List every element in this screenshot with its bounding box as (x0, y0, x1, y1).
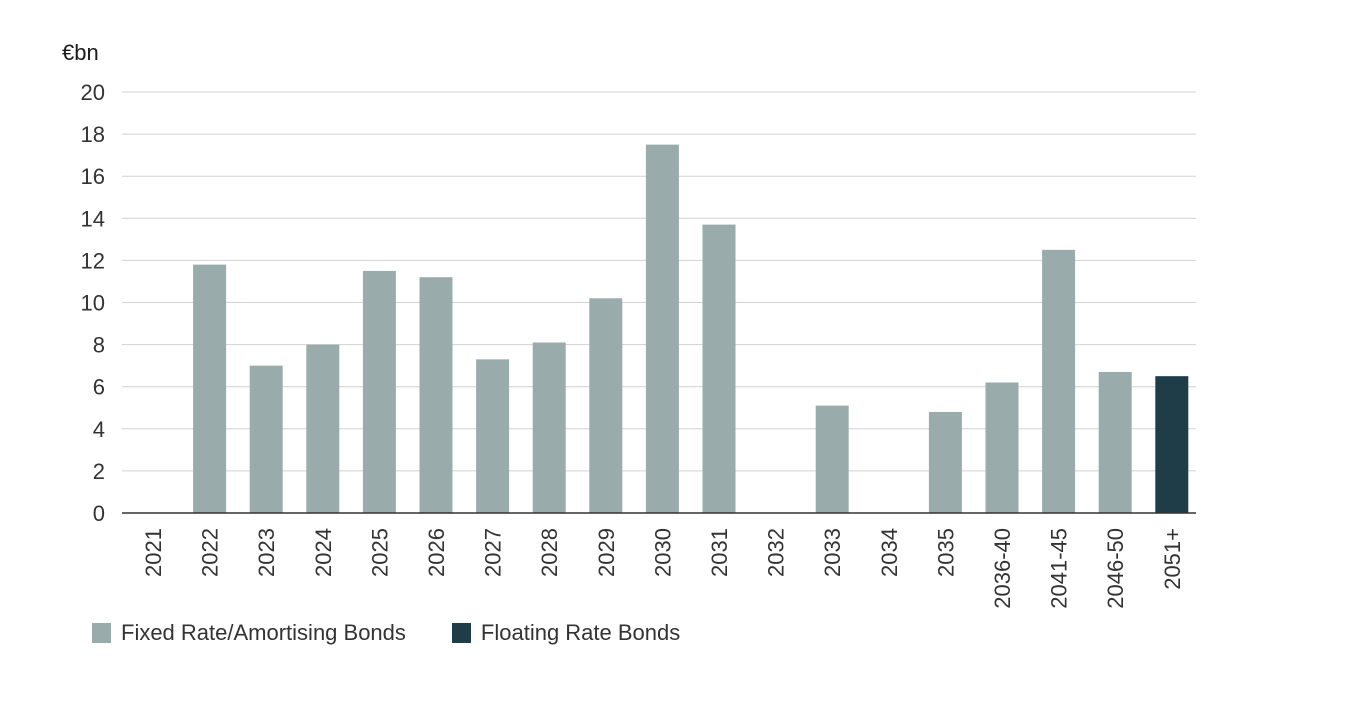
y-tick-label: 20 (81, 80, 105, 105)
legend-label-floating: Floating Rate Bonds (480, 620, 681, 645)
bar-fixed-rate (1098, 371, 1132, 513)
bar-fixed-rate (362, 270, 396, 513)
y-tick-label: 10 (81, 291, 105, 316)
bar-fixed-rate (193, 264, 227, 513)
y-tick-label: 0 (93, 501, 105, 526)
x-tick-label: 2034 (877, 528, 902, 577)
y-tick-label: 14 (81, 206, 105, 231)
bar-fixed-rate (985, 382, 1019, 513)
bar-fixed-rate (476, 359, 510, 513)
bar-fixed-rate (532, 342, 566, 513)
x-axis-ticks: 2021 2022 2023 2024 2025 2026 2027 2028 2029 2030… (141, 528, 1185, 609)
x-tick-label: 2030 (650, 528, 675, 577)
bar-fixed-rate (702, 224, 736, 514)
legend-swatch-floating (451, 623, 471, 643)
y-tick-label: 16 (81, 164, 105, 189)
y-tick-label: 2 (93, 459, 105, 484)
bar-fixed-rate (928, 411, 962, 513)
bar-fixed-rate (306, 344, 340, 513)
x-tick-label: 2028 (537, 528, 562, 577)
legend-item-fixed: Fixed Rate/Amortising Bonds (92, 620, 406, 646)
x-tick-label: 2033 (820, 528, 845, 577)
x-tick-label: 2029 (594, 528, 619, 577)
x-tick-label: 2032 (764, 528, 789, 577)
y-axis-ticks: 0 2 4 6 8 10 12 14 16 18 20 (81, 80, 105, 526)
x-tick-label: 2026 (424, 528, 449, 577)
x-tick-label: 2025 (367, 528, 392, 577)
bars (193, 144, 1189, 514)
y-tick-label: 6 (93, 375, 105, 400)
bar-fixed-rate (815, 405, 849, 513)
x-tick-label: 2031 (707, 528, 732, 577)
bar-fixed-rate (419, 277, 453, 513)
y-tick-label: 8 (93, 333, 105, 358)
y-axis-unit-label: €bn (62, 40, 99, 65)
y-tick-label: 4 (93, 417, 105, 442)
x-tick-label: 2051+ (1160, 528, 1185, 590)
bar-fixed-rate (645, 144, 679, 513)
y-tick-label: 12 (81, 248, 105, 273)
x-tick-label: 2021 (141, 528, 166, 577)
x-tick-label: 2027 (481, 528, 506, 577)
x-tick-label: 2022 (198, 528, 223, 577)
x-tick-label: 2046-50 (1103, 528, 1128, 609)
bar-fixed-rate (249, 365, 283, 513)
legend-item-floating: Floating Rate Bonds (451, 620, 681, 646)
x-tick-label: 2036-40 (990, 528, 1015, 609)
bar-floating-rate (1155, 376, 1189, 513)
x-tick-label: 2023 (254, 528, 279, 577)
bar-fixed-rate (589, 298, 623, 513)
legend-label-fixed: Fixed Rate/Amortising Bonds (121, 620, 406, 645)
x-tick-label: 2035 (933, 528, 958, 577)
x-tick-label: 2041-45 (1047, 528, 1072, 609)
legend: Fixed Rate/Amortising Bonds Floating Rat… (92, 620, 726, 646)
y-tick-label: 18 (81, 122, 105, 147)
bar-fixed-rate (1042, 249, 1076, 513)
x-tick-label: 2024 (311, 528, 336, 577)
legend-swatch-fixed (92, 623, 111, 643)
